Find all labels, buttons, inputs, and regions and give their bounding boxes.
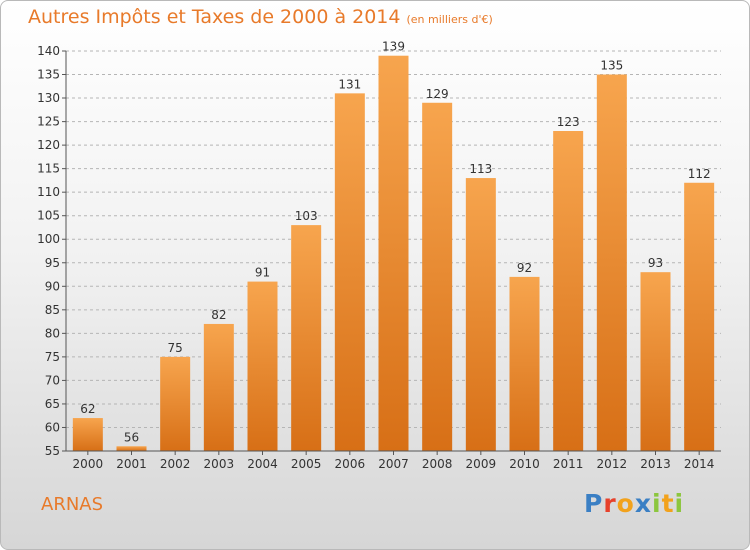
bar (509, 276, 540, 451)
y-tick-label: 100 (37, 232, 60, 246)
y-tick-label: 80 (45, 326, 60, 340)
data-label: 123 (557, 115, 580, 129)
data-label: 103 (295, 209, 318, 223)
bar (640, 272, 671, 451)
logo-letter: P (584, 489, 604, 518)
bar (291, 225, 322, 451)
data-label: 129 (426, 87, 449, 101)
logo-letter: i (652, 489, 662, 518)
logo-letter: i (674, 489, 685, 518)
bar (72, 418, 103, 451)
bar (596, 74, 627, 451)
x-tick-label: 2013 (640, 457, 671, 471)
chart-title-unit: (en milliers d'€) (406, 13, 493, 26)
x-tick-label: 2006 (335, 457, 366, 471)
bar (553, 131, 584, 451)
x-tick-label: 2000 (73, 457, 104, 471)
data-label: 112 (688, 167, 711, 181)
x-tick-label: 2011 (553, 457, 584, 471)
data-label: 75 (168, 341, 183, 355)
x-tick-label: 2001 (116, 457, 147, 471)
data-label: 62 (80, 402, 95, 416)
bar (422, 102, 453, 451)
city-name: ARNAS (41, 494, 104, 515)
bars (72, 55, 715, 452)
y-tick-label: 60 (45, 420, 60, 434)
data-label: 91 (255, 266, 270, 280)
y-tick-label: 95 (45, 256, 60, 270)
bar (378, 55, 409, 452)
data-label: 92 (517, 261, 532, 275)
bar (334, 93, 365, 452)
x-tick-label: 2002 (160, 457, 191, 471)
x-tick-label: 2012 (597, 457, 628, 471)
chart-title: Autres Impôts et Taxes de 2000 à 2014 (en… (28, 6, 493, 28)
bar (247, 281, 278, 451)
data-label: 113 (469, 162, 492, 176)
y-tick-label: 125 (37, 115, 60, 129)
y-tick-label: 55 (45, 444, 60, 458)
data-label: 56 (124, 430, 139, 444)
proxiti-logo: Proxiti (584, 489, 684, 518)
axes: 55 60 65 70 75 80 85 90 95 100 105 110 115 120 125 130 1… (37, 44, 721, 471)
x-tick-label: 2005 (291, 457, 322, 471)
y-tick-label: 130 (37, 91, 60, 105)
x-tick-label: 2008 (422, 457, 453, 471)
y-tick-label: 120 (37, 138, 60, 152)
y-tick-label: 85 (45, 303, 60, 317)
data-label: 82 (211, 308, 226, 322)
bar (160, 356, 191, 451)
logo-letter: r (603, 489, 617, 518)
x-tick-label: 2010 (509, 457, 540, 471)
bar (684, 182, 715, 451)
y-tick-label: 115 (37, 162, 60, 176)
x-tick-label: 2003 (204, 457, 235, 471)
logo-letter: t (661, 489, 675, 518)
chart-title-main: Autres Impôts et Taxes de 2000 à 2014 (28, 6, 401, 28)
data-labels: 62 56 75 82 91 103 131 139 129 113 92 123 135 93 112 (80, 40, 710, 445)
logo-letter: o (616, 489, 635, 518)
y-tick-label: 75 (45, 350, 60, 364)
data-label: 131 (338, 77, 361, 91)
y-tick-label: 90 (45, 279, 60, 293)
data-label: 93 (648, 256, 663, 270)
data-label: 135 (600, 59, 623, 73)
x-tick-label: 2004 (247, 457, 278, 471)
x-tick-label: 2009 (466, 457, 497, 471)
y-tick-label: 70 (45, 373, 60, 387)
data-label: 139 (382, 40, 405, 54)
bar (465, 178, 496, 451)
y-tick-label: 65 (45, 397, 60, 411)
x-tick-label: 2014 (684, 457, 715, 471)
bar (116, 446, 147, 451)
logo-letter: x (634, 489, 652, 518)
y-tick-label: 110 (37, 185, 60, 199)
y-tick-label: 105 (37, 209, 60, 223)
bar (203, 323, 234, 451)
y-tick-label: 140 (37, 44, 60, 58)
y-tick-label: 135 (37, 68, 60, 82)
x-tick-label: 2007 (378, 457, 409, 471)
